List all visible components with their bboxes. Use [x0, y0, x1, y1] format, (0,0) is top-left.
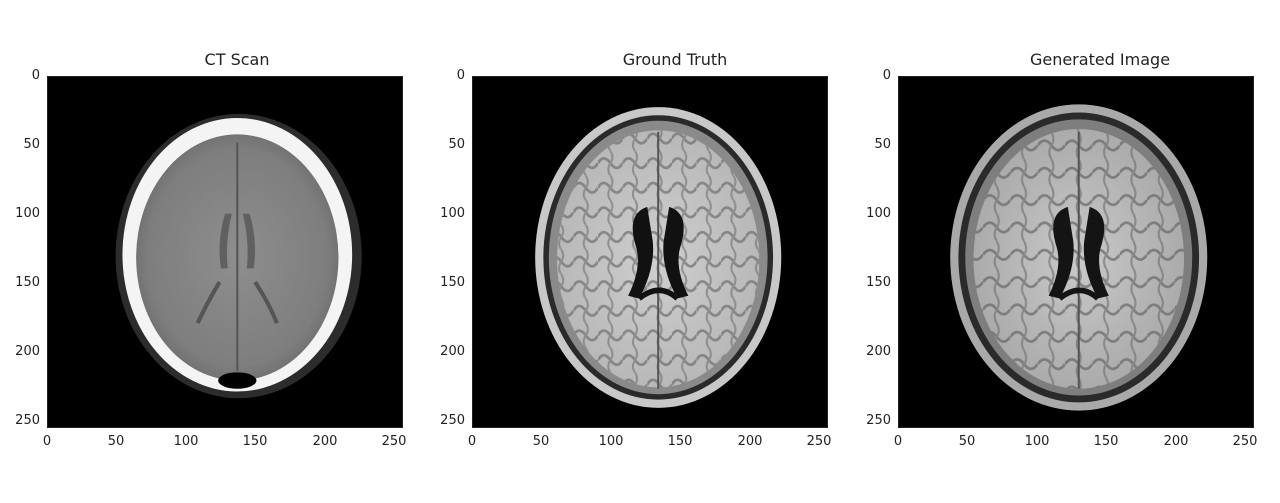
ytick-label: 150: [440, 275, 465, 290]
image-frame-generated: [898, 76, 1254, 428]
panel-ct: CT Scan: [15, 0, 442, 503]
xtick-label: 100: [1024, 434, 1050, 449]
xtick-label: 250: [1232, 434, 1258, 449]
panel-ground-truth: Ground Truth: [440, 0, 867, 503]
ytick-label: 50: [448, 137, 465, 152]
ytick-label: 250: [866, 413, 891, 428]
xtick-label: 0: [467, 434, 477, 449]
ytick-label: 200: [440, 344, 465, 359]
ytick-label: 150: [15, 275, 40, 290]
ytick-label: 250: [15, 413, 40, 428]
xtick-label: 100: [598, 434, 624, 449]
ytick-label: 0: [31, 68, 40, 83]
xtick-label: 0: [893, 434, 903, 449]
panel-title-ct: CT Scan: [204, 50, 270, 69]
xtick-label: 50: [532, 434, 550, 449]
xtick-label: 50: [107, 434, 125, 449]
ytick-label: 100: [866, 206, 891, 221]
xtick-label: 100: [173, 434, 199, 449]
ytick-label: 0: [882, 68, 891, 83]
ct-scan-image: [50, 77, 400, 427]
ytick-label: 50: [874, 137, 891, 152]
xtick-label: 0: [42, 434, 52, 449]
xtick-label: 150: [1093, 434, 1119, 449]
ytick-label: 50: [23, 137, 40, 152]
ytick-label: 150: [866, 275, 891, 290]
panel-title-ground-truth: Ground Truth: [622, 50, 728, 69]
ytick-label: 100: [15, 206, 40, 221]
image-frame-ct: [47, 76, 403, 428]
ytick-label: 200: [15, 344, 40, 359]
ytick-label: 200: [866, 344, 891, 359]
panel-generated-image: Generated Image 0: [866, 0, 1280, 503]
xtick-label: 150: [242, 434, 268, 449]
xtick-label: 150: [667, 434, 693, 449]
xtick-label: 50: [958, 434, 976, 449]
ytick-label: 100: [440, 206, 465, 221]
ground-truth-image: [475, 77, 825, 427]
ytick-label: 0: [456, 68, 465, 83]
generated-image: [901, 77, 1251, 427]
ytick-label: 250: [440, 413, 465, 428]
xtick-label: 250: [381, 434, 407, 449]
image-frame-ground-truth: [472, 76, 828, 428]
xtick-label: 250: [806, 434, 832, 449]
xtick-label: 200: [1163, 434, 1189, 449]
xtick-label: 200: [312, 434, 338, 449]
xtick-label: 200: [737, 434, 763, 449]
panel-title-generated-image: Generated Image: [1029, 50, 1171, 69]
